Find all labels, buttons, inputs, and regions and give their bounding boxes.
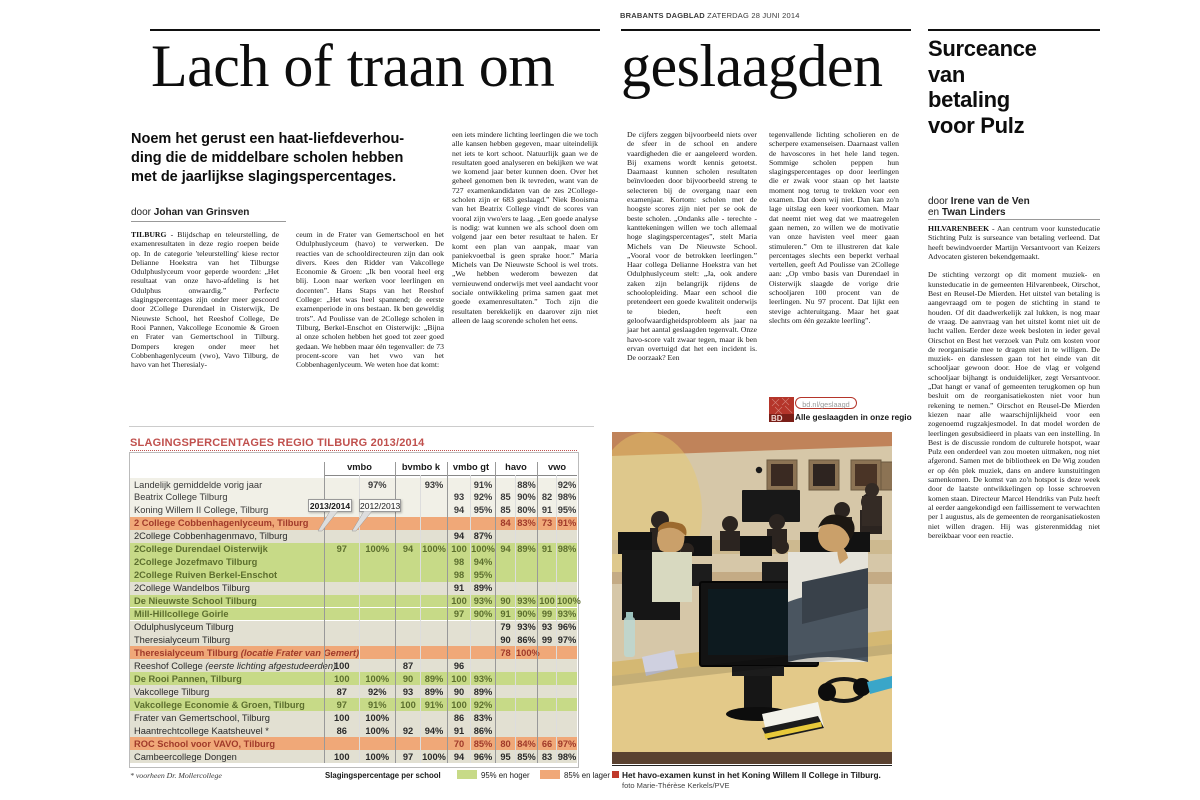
svg-text:BD: BD: [771, 414, 783, 422]
